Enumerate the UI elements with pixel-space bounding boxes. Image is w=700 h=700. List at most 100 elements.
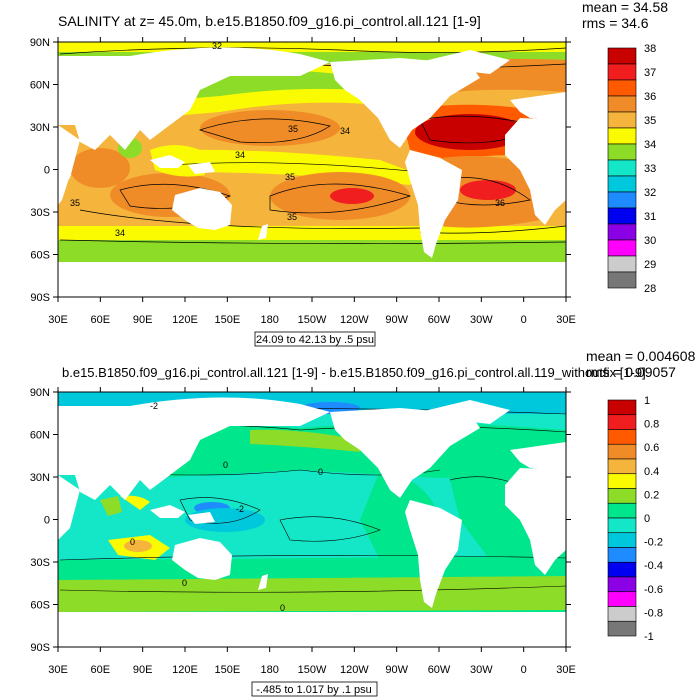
bottom-lon-labels: 30E 60E 90E 120E 150E 180 150W 120W 90W 60W 30W 0 30… bbox=[48, 387, 576, 676]
lon-label: 30E bbox=[556, 314, 576, 326]
colorbar-swatch bbox=[607, 606, 637, 622]
bottom-contour-label: 0 bbox=[223, 460, 228, 470]
bottom-south-band bbox=[58, 576, 566, 612]
colorbar-label: 0.4 bbox=[644, 466, 659, 478]
colorbar-label: 29 bbox=[644, 259, 656, 271]
top-contour-label-group: 32 35 34 34 35 35 34 36 35 bbox=[70, 41, 505, 238]
colorbar-label: 30 bbox=[644, 235, 656, 247]
colorbar-swatch bbox=[607, 143, 637, 161]
lat-label: 30N bbox=[30, 122, 50, 134]
colorbar-label: 34 bbox=[644, 139, 656, 151]
colorbar-swatch bbox=[607, 239, 637, 257]
lon-label: 0 bbox=[521, 664, 527, 676]
lon-label: 90E bbox=[133, 664, 153, 676]
colorbar-swatch bbox=[607, 591, 637, 607]
colorbar-label: 35 bbox=[644, 115, 656, 127]
lon-label: 120W bbox=[340, 664, 369, 676]
colorbar-swatch bbox=[607, 561, 637, 578]
top-colorbar: 38 37 36 35 34 33 32 31 30 29 28 bbox=[607, 43, 656, 295]
lat-label: 30S bbox=[30, 557, 50, 569]
lon-label: 30E bbox=[48, 664, 68, 676]
lat-label: 90S bbox=[30, 642, 50, 654]
colorbar-swatch bbox=[607, 191, 637, 209]
top-arabian-sea bbox=[70, 148, 130, 188]
bottom-contour-label-group: -2 0 0 -2 0 0 0 bbox=[130, 401, 323, 613]
lon-label: 120E bbox=[172, 664, 198, 676]
colorbar-label: 0.6 bbox=[644, 442, 659, 454]
colorbar-label: 1 bbox=[644, 395, 650, 407]
colorbar-label: 0 bbox=[644, 513, 650, 525]
lat-label: 60N bbox=[30, 430, 50, 442]
lat-label: 0 bbox=[44, 165, 50, 177]
colorbar-swatch bbox=[607, 502, 637, 519]
top-title: SALINITY at z= 45.0m, b.e15.B1850.f09_g1… bbox=[58, 13, 481, 29]
bottom-land bbox=[58, 397, 566, 647]
lon-label: 180 bbox=[260, 314, 278, 326]
bottom-contour-label: -2 bbox=[150, 401, 158, 411]
colorbar-swatch bbox=[607, 443, 637, 460]
colorbar-swatch bbox=[607, 255, 637, 273]
bottom-rms: rms = 0.09057 bbox=[586, 364, 676, 380]
colorbar-label: 37 bbox=[644, 67, 656, 79]
top-range-box bbox=[254, 331, 376, 347]
lon-label: 90E bbox=[133, 314, 153, 326]
colorbar-label: 38 bbox=[644, 43, 656, 55]
colorbar-swatch bbox=[607, 458, 637, 475]
bottom-colorbar: 1 0.8 0.6 0.4 0.2 0 -0.2 -0.4 -0.6 -0.8 -1 bbox=[607, 395, 663, 643]
colorbar-swatch bbox=[607, 488, 637, 504]
top-arctic-inner bbox=[58, 42, 566, 52]
lat-label: 60S bbox=[30, 600, 50, 612]
top-contour-label: 35 bbox=[287, 212, 297, 222]
top-contour-label: 34 bbox=[235, 150, 245, 160]
top-rms: rms = 34.6 bbox=[582, 15, 649, 31]
top-range-text: 24.09 to 42.13 by .5 psu bbox=[256, 334, 374, 346]
bottom-contour-label: 0 bbox=[280, 603, 285, 613]
top-land bbox=[58, 47, 566, 297]
lon-label: 90W bbox=[385, 664, 408, 676]
colorbar-label: -0.6 bbox=[644, 584, 663, 596]
colorbar-swatch bbox=[607, 532, 637, 548]
colorbar-swatch bbox=[607, 63, 637, 81]
top-contour-label: 35 bbox=[70, 198, 80, 208]
bottom-contour-label: 0 bbox=[318, 467, 323, 477]
lon-label: 150E bbox=[214, 314, 240, 326]
top-contour-label: 35 bbox=[285, 172, 295, 182]
lon-label: 120E bbox=[172, 314, 198, 326]
colorbar-label: 31 bbox=[644, 211, 656, 223]
lat-label: 30N bbox=[30, 472, 50, 484]
colorbar-swatch bbox=[607, 223, 637, 241]
colorbar-swatch bbox=[607, 47, 637, 65]
colorbar-swatch bbox=[607, 271, 637, 289]
lat-label: 90N bbox=[30, 387, 50, 399]
colorbar-label: 36 bbox=[644, 91, 656, 103]
bottom-contour-label: -2 bbox=[236, 504, 244, 514]
bottom-range-box bbox=[251, 681, 378, 697]
top-satl-core bbox=[460, 180, 516, 200]
top-npac-gyre bbox=[200, 110, 340, 146]
lon-label: 60E bbox=[91, 314, 111, 326]
colorbar-swatch bbox=[607, 159, 637, 177]
colorbar-swatch bbox=[607, 175, 637, 193]
lon-label: 60E bbox=[91, 664, 111, 676]
colorbar-label: 32 bbox=[644, 187, 656, 199]
lon-label: 30E bbox=[48, 314, 68, 326]
lon-label: 60W bbox=[428, 314, 451, 326]
colorbar-swatch bbox=[607, 207, 637, 225]
bottom-title: b.e15.B1850.f09_g16.pi_control.all.121 [… bbox=[62, 365, 646, 380]
colorbar-swatch bbox=[607, 517, 637, 534]
lon-label: 150W bbox=[298, 314, 327, 326]
colorbar-swatch bbox=[607, 547, 637, 563]
top-lat-labels: 90N 60N 30N 0 30S 60S 90S bbox=[30, 37, 571, 304]
top-spac-core bbox=[330, 188, 374, 204]
bottom-mean: mean = 0.004608 bbox=[586, 348, 696, 364]
bottom-contour-label: 0 bbox=[182, 578, 187, 588]
lat-label: 90S bbox=[30, 292, 50, 304]
lon-label: 90W bbox=[385, 314, 408, 326]
bottom-lat-labels: 90N 60N 30N 0 30S 60S 90S bbox=[30, 387, 571, 654]
colorbar-swatch bbox=[607, 576, 637, 593]
bottom-npac-band bbox=[250, 429, 360, 452]
colorbar-swatch bbox=[607, 473, 637, 489]
colorbar-swatch bbox=[607, 95, 637, 113]
top-contour-label: 36 bbox=[495, 198, 505, 208]
bottom-map bbox=[58, 392, 566, 647]
